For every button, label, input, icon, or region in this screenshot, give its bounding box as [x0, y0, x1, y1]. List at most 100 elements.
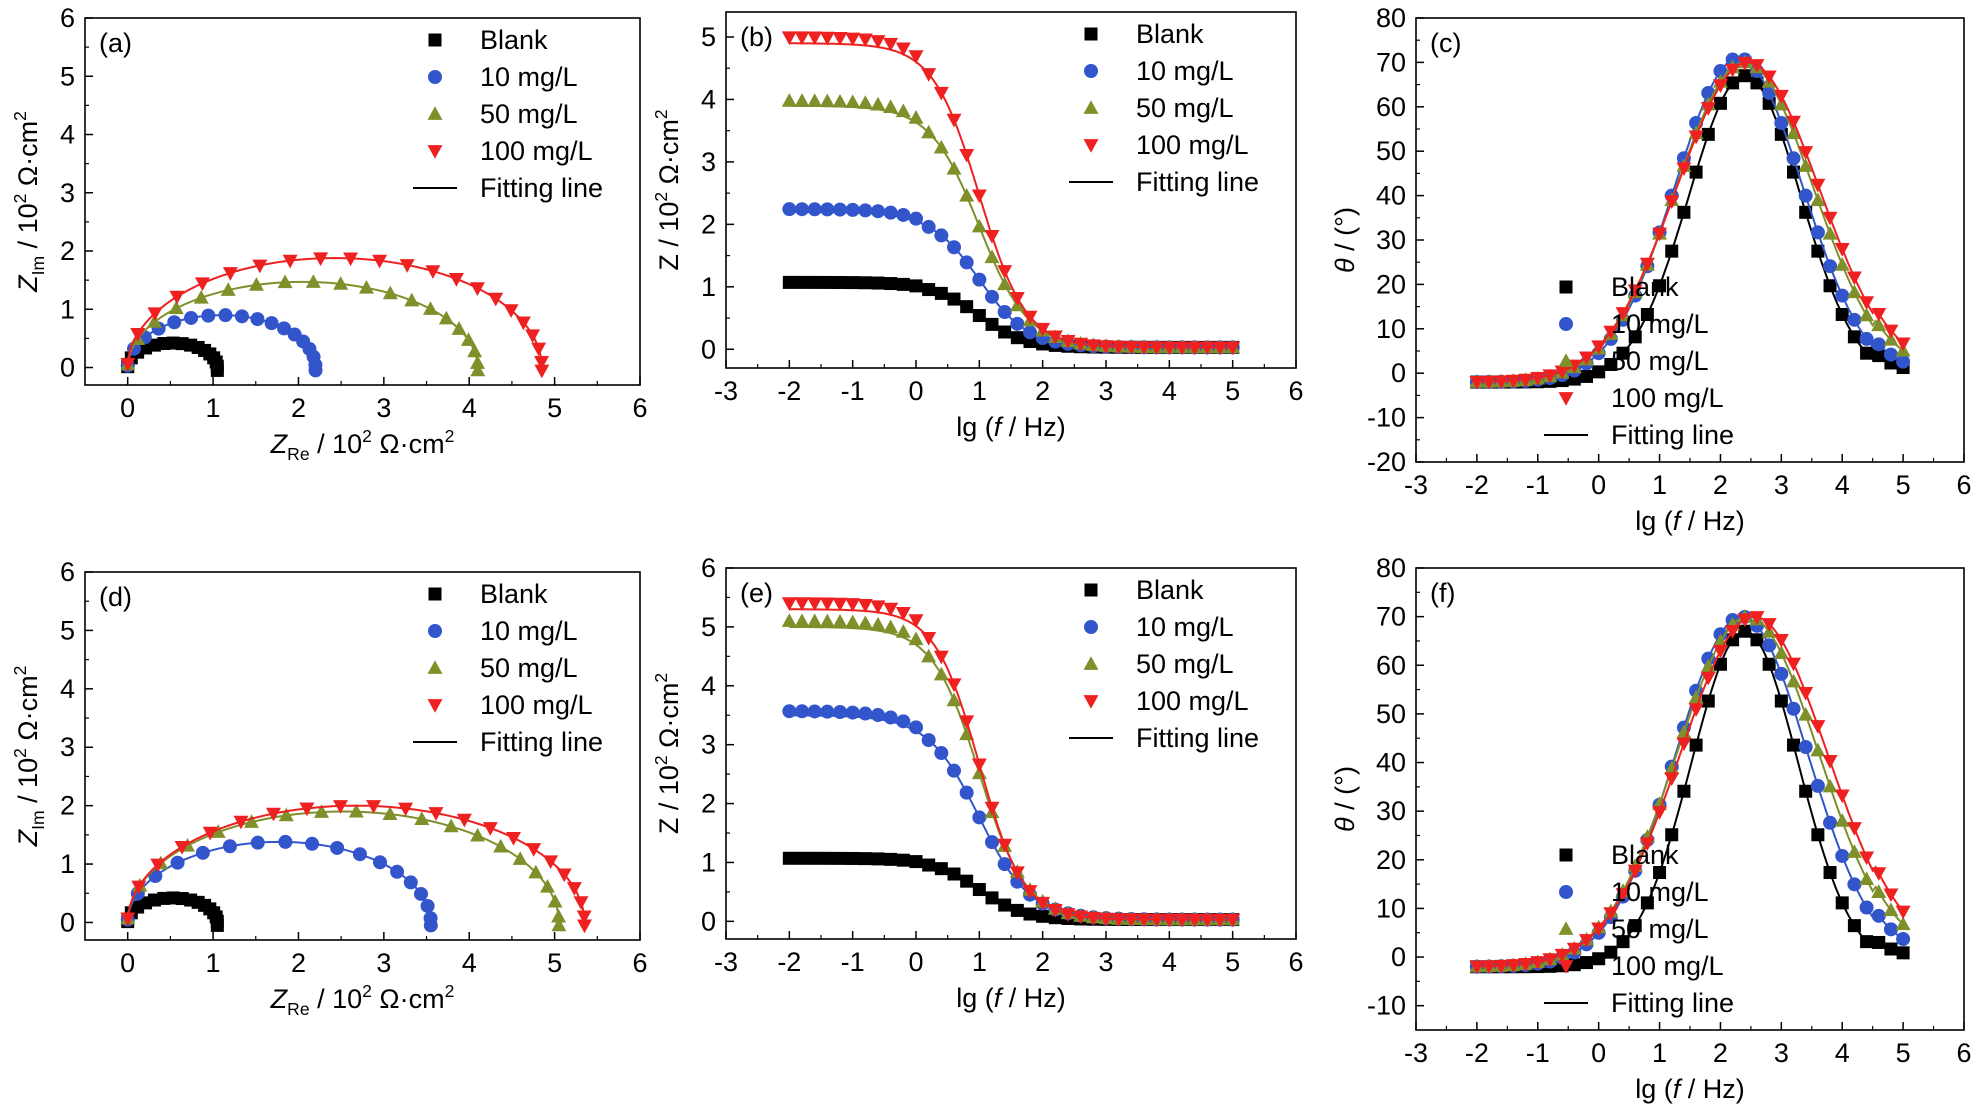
legend-marker: [1558, 392, 1574, 406]
data-point: [820, 275, 834, 289]
x-tick-label: 6: [1956, 470, 1971, 500]
data-point: [1822, 225, 1838, 240]
data-point: [895, 103, 911, 118]
data-point: [1786, 151, 1801, 166]
legend-entry: Blank: [1136, 575, 1204, 605]
legend-marker: [1559, 848, 1573, 862]
data-point: [1047, 330, 1063, 345]
data-point: [1810, 720, 1826, 734]
data-point: [1615, 888, 1631, 902]
data-point: [1481, 960, 1497, 975]
data-point: [1798, 686, 1814, 701]
data-point: [984, 229, 1000, 244]
data-point: [1085, 911, 1101, 926]
data-point: [448, 273, 464, 287]
data-point: [896, 277, 910, 291]
y-tick-label: 6: [701, 553, 716, 583]
data-point: [807, 597, 823, 611]
data-point: [1834, 789, 1850, 804]
data-point: [1136, 341, 1152, 355]
data-point: [934, 746, 949, 761]
data-point: [1787, 738, 1801, 752]
data-point: [1653, 279, 1667, 293]
data-point: [493, 838, 509, 853]
data-point: [960, 300, 974, 314]
x-tick-label: 4: [1162, 376, 1177, 406]
y-tick-label: 5: [701, 22, 716, 52]
data-point: [832, 613, 848, 628]
data-point: [858, 706, 873, 721]
data-point: [871, 708, 885, 723]
y-tick-label: 80: [1376, 553, 1406, 583]
x-tick-label: 5: [1896, 470, 1911, 500]
data-point: [833, 705, 847, 720]
x-tick-label: -2: [777, 947, 801, 977]
data-point: [858, 203, 873, 218]
data-point: [150, 858, 166, 873]
data-point: [1073, 910, 1089, 925]
data-point: [470, 827, 486, 842]
legend-entry: 50 mg/L: [1611, 346, 1709, 376]
y-tick-label: 1: [60, 849, 75, 879]
data-point: [946, 692, 962, 707]
data-point: [795, 704, 809, 719]
data-point: [413, 886, 428, 901]
data-point: [1859, 296, 1875, 310]
x-tick-label: -1: [841, 947, 865, 977]
data-point: [794, 31, 810, 46]
y-tick-label: 80: [1376, 3, 1406, 33]
data-point: [1823, 866, 1837, 880]
data-point: [833, 851, 847, 865]
panel-tag: (e): [740, 578, 773, 608]
data-point: [883, 99, 899, 113]
data-point: [820, 851, 834, 865]
legend-marker: [427, 145, 443, 159]
legend-entry: Fitting line: [480, 727, 603, 757]
data-point: [1871, 867, 1887, 881]
data-point: [1798, 740, 1813, 755]
data-point: [1883, 902, 1899, 917]
data-point: [883, 205, 898, 220]
data-point: [1505, 959, 1521, 973]
data-point: [1871, 884, 1887, 898]
y-tick-label: 3: [60, 732, 75, 762]
legend-entry: 10 mg/L: [1611, 877, 1709, 907]
x-axis-label: lg (f / Hz): [956, 983, 1066, 1013]
legend-marker: [427, 660, 443, 674]
data-point: [896, 207, 911, 222]
data-point: [278, 807, 294, 822]
data-point: [1786, 125, 1801, 140]
y-tick-label: 4: [60, 120, 75, 150]
y-tick-label: 6: [60, 557, 75, 587]
data-point: [1174, 913, 1190, 928]
legend-entry: Fitting line: [480, 173, 603, 203]
data-point: [947, 240, 961, 255]
data-point: [352, 847, 367, 862]
legend-marker: [428, 33, 442, 47]
data-point: [1823, 259, 1838, 274]
data-point: [1859, 871, 1875, 886]
data-point: [1810, 192, 1826, 207]
y-tick-label: 20: [1376, 845, 1406, 875]
data-point: [1860, 346, 1874, 360]
data-point: [1212, 913, 1228, 928]
data-point: [210, 363, 224, 377]
data-point: [807, 93, 823, 107]
panel-e: -3 -2 -1 0 1 2 3 4 5 6 0 1 2 3 4 5 6 lg (f / Hz) Z / 102 Ω…: [651, 553, 1304, 1013]
data-point: [348, 803, 364, 818]
data-point: [1664, 195, 1680, 209]
y-axis-label: ZIm / 102 Ω·cm2: [10, 111, 48, 293]
legend-marker: [1559, 280, 1573, 294]
data-point: [870, 96, 886, 111]
data-point: [1786, 657, 1801, 672]
data-point: [551, 908, 567, 923]
data-point: [1725, 63, 1741, 78]
data-point: [1628, 330, 1642, 344]
data-point: [819, 31, 835, 46]
data-point: [1700, 102, 1716, 116]
legend: Blank 10 mg/L 50 mg/L 100 mg/L Fitting line: [1544, 840, 1734, 1018]
legend-marker: [428, 70, 442, 84]
data-point: [1700, 671, 1716, 686]
data-point: [819, 597, 835, 612]
data-point: [170, 855, 185, 870]
